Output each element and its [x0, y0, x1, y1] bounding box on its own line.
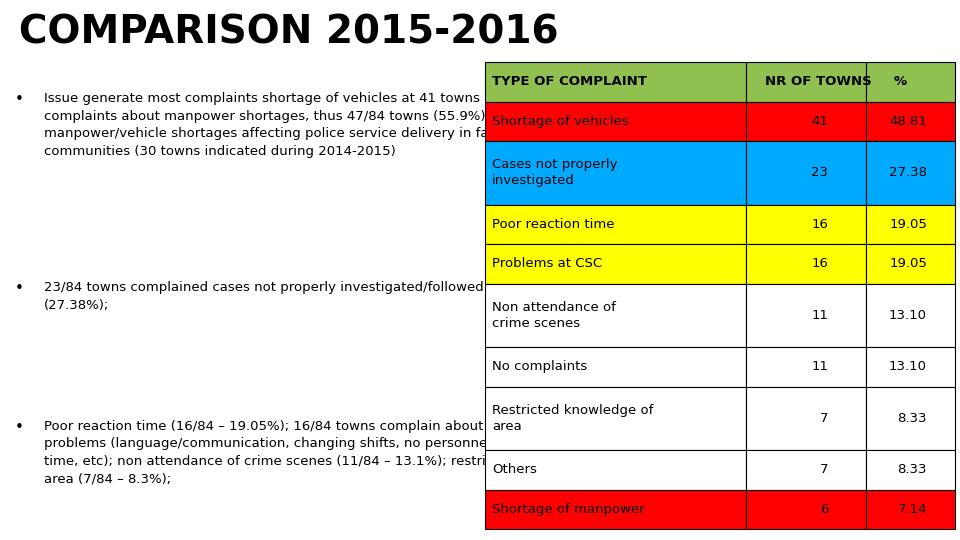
- Text: 7.14: 7.14: [898, 503, 927, 516]
- Bar: [485, 205, 746, 244]
- Text: 11: 11: [811, 309, 828, 322]
- Text: Problems at CSC: Problems at CSC: [492, 258, 602, 271]
- Text: 16: 16: [811, 258, 828, 271]
- Bar: [746, 387, 866, 450]
- Bar: [866, 284, 955, 347]
- Text: 6: 6: [820, 503, 828, 516]
- Bar: [746, 347, 866, 387]
- Text: Cases not properly
investigated: Cases not properly investigated: [492, 158, 617, 187]
- Bar: [746, 102, 866, 141]
- Text: Shortage of manpower: Shortage of manpower: [492, 503, 644, 516]
- Text: Poor reaction time: Poor reaction time: [492, 218, 614, 231]
- Bar: [866, 490, 955, 529]
- Text: •: •: [14, 420, 23, 435]
- Text: •: •: [14, 92, 23, 107]
- Bar: [485, 62, 746, 102]
- Text: 13.10: 13.10: [889, 309, 927, 322]
- Text: 11: 11: [811, 360, 828, 373]
- Text: 48.81: 48.81: [889, 115, 927, 128]
- Text: 8.33: 8.33: [898, 463, 927, 476]
- Text: Non attendance of
crime scenes: Non attendance of crime scenes: [492, 301, 615, 330]
- Text: 16: 16: [811, 218, 828, 231]
- Text: 7: 7: [820, 463, 828, 476]
- Text: 23: 23: [811, 166, 828, 179]
- Text: 7: 7: [820, 412, 828, 425]
- Text: 23/84 towns complained cases not properly investigated/followed up
(27.38%);: 23/84 towns complained cases not properl…: [44, 281, 505, 312]
- Text: COMPARISON 2015-2016: COMPARISON 2015-2016: [19, 14, 559, 51]
- Text: Restricted knowledge of
area: Restricted knowledge of area: [492, 404, 653, 433]
- Bar: [746, 490, 866, 529]
- Text: 19.05: 19.05: [889, 258, 927, 271]
- Bar: [866, 205, 955, 244]
- Text: 41: 41: [811, 115, 828, 128]
- Text: Poor reaction time (16/84 – 19.05%); 16/84 towns complain about CSC
problems (la: Poor reaction time (16/84 – 19.05%); 16/…: [44, 420, 609, 485]
- Text: 8.33: 8.33: [898, 412, 927, 425]
- Text: •: •: [14, 281, 23, 296]
- Bar: [746, 244, 866, 284]
- Bar: [485, 284, 746, 347]
- Bar: [866, 450, 955, 490]
- Bar: [866, 141, 955, 205]
- Bar: [746, 62, 866, 102]
- Text: NR OF TOWNS: NR OF TOWNS: [765, 76, 872, 89]
- Text: Issue generate most complaints shortage of vehicles at 41 towns (48.8%), added 6: Issue generate most complaints shortage …: [44, 92, 599, 158]
- Bar: [485, 244, 746, 284]
- Bar: [485, 387, 746, 450]
- Text: 19.05: 19.05: [889, 218, 927, 231]
- Bar: [746, 141, 866, 205]
- Text: No complaints: No complaints: [492, 360, 588, 373]
- Bar: [866, 62, 955, 102]
- Bar: [866, 102, 955, 141]
- Bar: [485, 490, 746, 529]
- Bar: [746, 450, 866, 490]
- Text: TYPE OF COMPLAINT: TYPE OF COMPLAINT: [492, 76, 647, 89]
- Text: 13.10: 13.10: [889, 360, 927, 373]
- Text: Shortage of vehicles: Shortage of vehicles: [492, 115, 629, 128]
- Bar: [485, 347, 746, 387]
- Text: %: %: [894, 76, 907, 89]
- Text: Others: Others: [492, 463, 537, 476]
- Bar: [485, 102, 746, 141]
- Bar: [746, 205, 866, 244]
- Bar: [866, 387, 955, 450]
- Bar: [746, 284, 866, 347]
- Bar: [866, 347, 955, 387]
- Bar: [485, 450, 746, 490]
- Bar: [866, 244, 955, 284]
- Text: 27.38: 27.38: [889, 166, 927, 179]
- Bar: [485, 141, 746, 205]
